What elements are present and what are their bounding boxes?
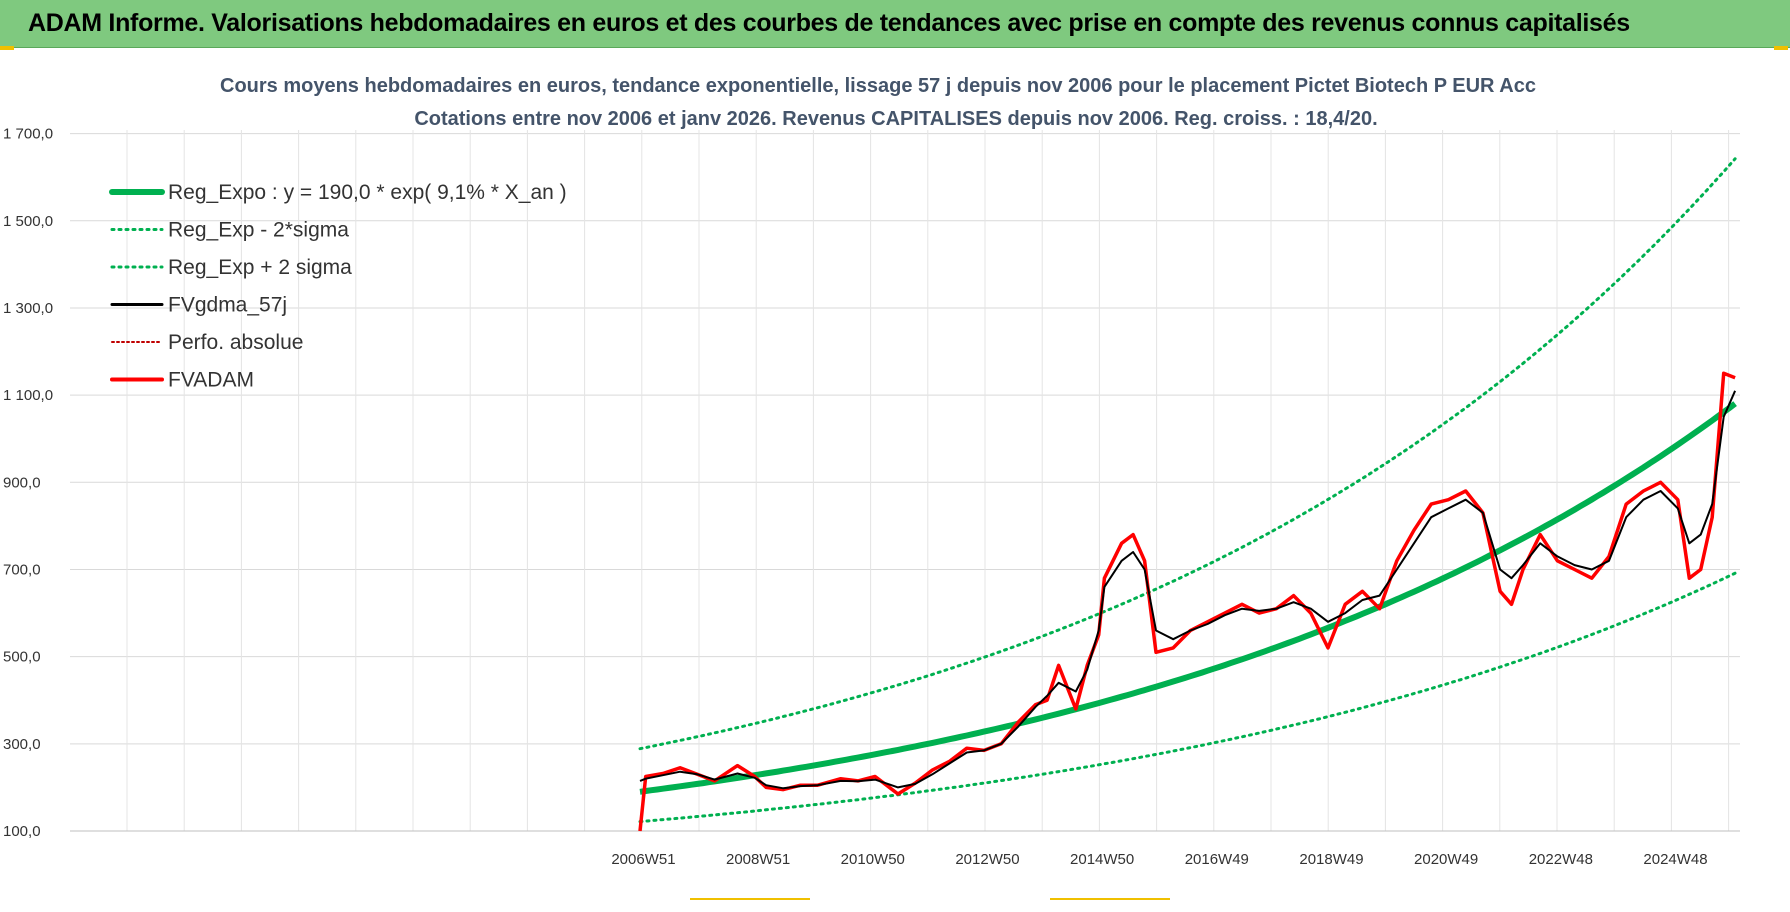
x-tick-label: 2012W50	[955, 851, 1019, 868]
corner-marker	[0, 46, 14, 50]
y-tick-label: 1 100,0	[3, 387, 53, 404]
series-reg-plus-2sigma	[638, 157, 1737, 751]
chart-subtitle: Cotations entre nov 2006 et janv 2026. R…	[414, 108, 1377, 130]
legend-label-fvadam: FVADAM	[168, 369, 254, 392]
legend-label-fvgdma: FVgdma_57j	[168, 294, 287, 317]
series-fvadam	[638, 371, 1736, 832]
y-tick-label: 1 700,0	[3, 126, 53, 143]
corner-marker	[1774, 46, 1788, 50]
y-tick-label: 1 300,0	[3, 300, 53, 317]
legend-label-reg_plus: Reg_Exp + 2 sigma	[168, 256, 352, 279]
x-tick-label: 2024W48	[1643, 851, 1707, 868]
y-tick-label: 900,0	[3, 474, 41, 491]
y-tick-label: 700,0	[3, 561, 41, 578]
corner-marker	[690, 898, 810, 900]
grid	[70, 130, 1740, 832]
x-axis: 2006W51 2008W51 2010W50 2012W50 2014W50 2016W…	[611, 851, 1707, 868]
legend-label-perfo: Perfo. absolue	[168, 331, 303, 354]
x-tick-label: 2010W50	[841, 851, 905, 868]
corner-marker	[1050, 898, 1170, 900]
series-lines	[638, 157, 1737, 832]
x-tick-label: 2006W51	[611, 851, 675, 868]
y-axis: 100,0 300,0 500,0 700,0 900,0 1 100,0 1 300,0 1…	[3, 126, 53, 840]
x-tick-label: 2008W51	[726, 851, 790, 868]
legend-label-reg_minus: Reg_Exp - 2*sigma	[168, 219, 349, 242]
banner-title: ADAM Informe. Valorisations hebdomadaire…	[28, 9, 1630, 37]
series-reg-expo	[639, 401, 1737, 795]
x-tick-label: 2014W50	[1070, 851, 1134, 868]
y-tick-label: 500,0	[3, 649, 41, 666]
legend: Reg_Expo : y = 190,0 * exp( 9,1% * X_an …	[109, 181, 567, 392]
series-reg-minus-2sigma	[638, 571, 1737, 824]
x-tick-label: 2016W49	[1185, 851, 1249, 868]
report-banner: ADAM Informe. Valorisations hebdomadaire…	[0, 0, 1790, 48]
chart-title: Cours moyens hebdomadaires en euros, ten…	[220, 75, 1536, 97]
y-tick-label: 1 500,0	[3, 213, 53, 230]
x-tick-label: 2018W49	[1299, 851, 1363, 868]
y-tick-label: 100,0	[3, 823, 41, 840]
y-tick-label: 300,0	[3, 736, 41, 753]
series-perfo-absolue	[639, 372, 1736, 832]
x-tick-label: 2020W49	[1414, 851, 1478, 868]
series-fvgdma-57j	[639, 390, 1737, 790]
x-tick-label: 2022W48	[1529, 851, 1593, 868]
legend-label-reg_expo: Reg_Expo : y = 190,0 * exp( 9,1% * X_an …	[168, 181, 567, 204]
